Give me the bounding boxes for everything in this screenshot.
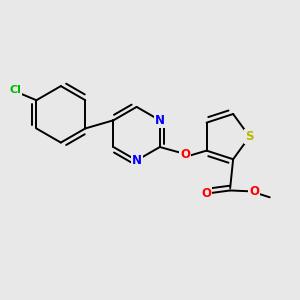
Text: O: O — [180, 148, 190, 161]
Text: S: S — [245, 130, 254, 143]
Text: N: N — [155, 114, 165, 127]
Text: O: O — [249, 185, 259, 198]
Text: O: O — [201, 187, 212, 200]
Text: Cl: Cl — [10, 85, 22, 95]
Text: N: N — [132, 154, 142, 167]
